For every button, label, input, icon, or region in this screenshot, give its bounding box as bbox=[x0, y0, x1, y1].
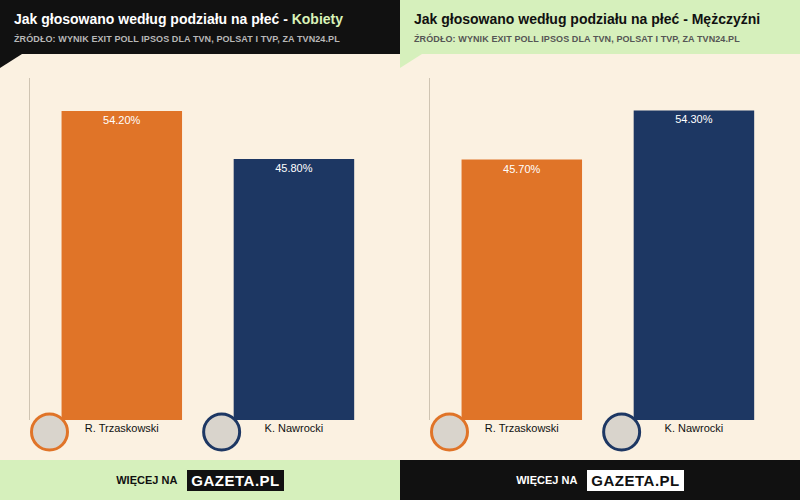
svg-text:R. Trzaskowski: R. Trzaskowski bbox=[485, 422, 559, 434]
svg-text:45.70%: 45.70% bbox=[503, 163, 541, 175]
svg-text:54.20%: 54.20% bbox=[103, 114, 141, 126]
html-text:Jak głosowano według podziału: Jak głosowano według podziału na płeć - … bbox=[414, 11, 761, 27]
html-text:Jak głosowano według podziału: Jak głosowano według podziału na płeć - … bbox=[14, 11, 343, 27]
svg-text:K. Nawrocki: K. Nawrocki bbox=[665, 422, 724, 434]
html-text:ŹRÓDŁO: WYNIK EXIT POLL IPSOS: ŹRÓDŁO: WYNIK EXIT POLL IPSOS DLA TVN, P… bbox=[414, 34, 740, 44]
svg-text:K. Nawrocki: K. Nawrocki bbox=[265, 422, 324, 434]
svg-text:54.30%: 54.30% bbox=[675, 113, 713, 125]
html-text:WIĘCEJ NA: WIĘCEJ NA bbox=[516, 474, 578, 486]
html-text:GAZETA.PL: GAZETA.PL bbox=[191, 471, 280, 489]
html-text:GAZETA.PL: GAZETA.PL bbox=[591, 471, 680, 489]
html-text:ŹRÓDŁO: WYNIK EXIT POLL IPSOS: ŹRÓDŁO: WYNIK EXIT POLL IPSOS DLA TVN, P… bbox=[14, 34, 340, 44]
svg-text:R. Trzaskowski: R. Trzaskowski bbox=[85, 422, 159, 434]
svg-text:45.80%: 45.80% bbox=[275, 162, 313, 174]
html-text:WIĘCEJ NA: WIĘCEJ NA bbox=[116, 474, 178, 486]
